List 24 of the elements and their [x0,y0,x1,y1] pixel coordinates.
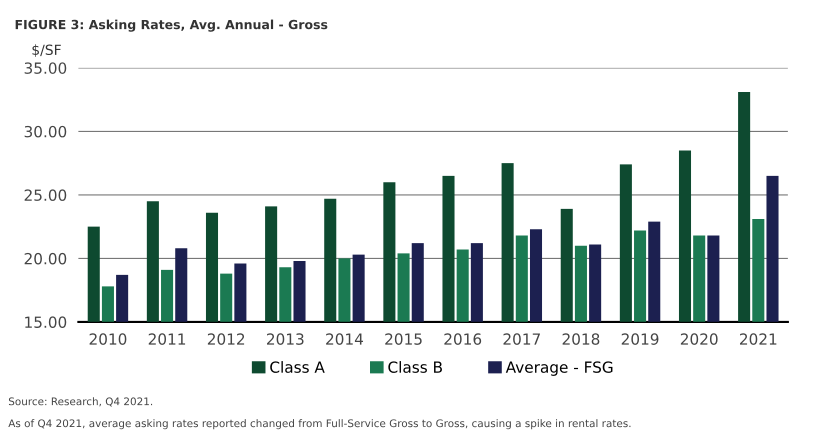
text: As of Q4 2021, average asking rates reported changed from Full-Service Gross to Gross, causing a spike in rental rates. [8,419,630,430]
x-tick-label: 2016 [444,333,482,345]
x-tick-label: 2013 [266,333,304,345]
x-tick-label: 2017 [503,333,540,345]
chart-title: FIGURE 3: Asking Rates, Avg. Annual - Gross [16,20,328,32]
y-tick-label: 25.00 [24,189,66,201]
x-tick-label: 2010 [90,333,126,345]
legend-label: Class A [270,361,325,373]
y-tick-label: 15.00 [25,316,66,328]
y-tick-label: 35.00 [24,62,66,74]
legend-label: Class B [388,361,442,373]
legend-label: Average - FSG [506,361,612,376]
source-note: Source: Research, Q4 2021. [8,397,152,406]
x-tick-label: 2018 [562,333,600,345]
x-tick-label: 2020 [680,333,718,345]
x-tick-label: 2014 [326,333,364,345]
x-tick-label: 2012 [208,333,244,345]
y-tick-label: 30.00 [24,126,66,138]
x-tick-label: 2015 [385,333,422,345]
x-tick-label: 2021 [740,333,776,345]
x-tick-label: 2011 [148,333,186,345]
y-tick-label: 20.00 [24,252,66,264]
y-axis-title: $/SF [32,44,61,57]
x-tick-label: 2019 [622,333,658,345]
